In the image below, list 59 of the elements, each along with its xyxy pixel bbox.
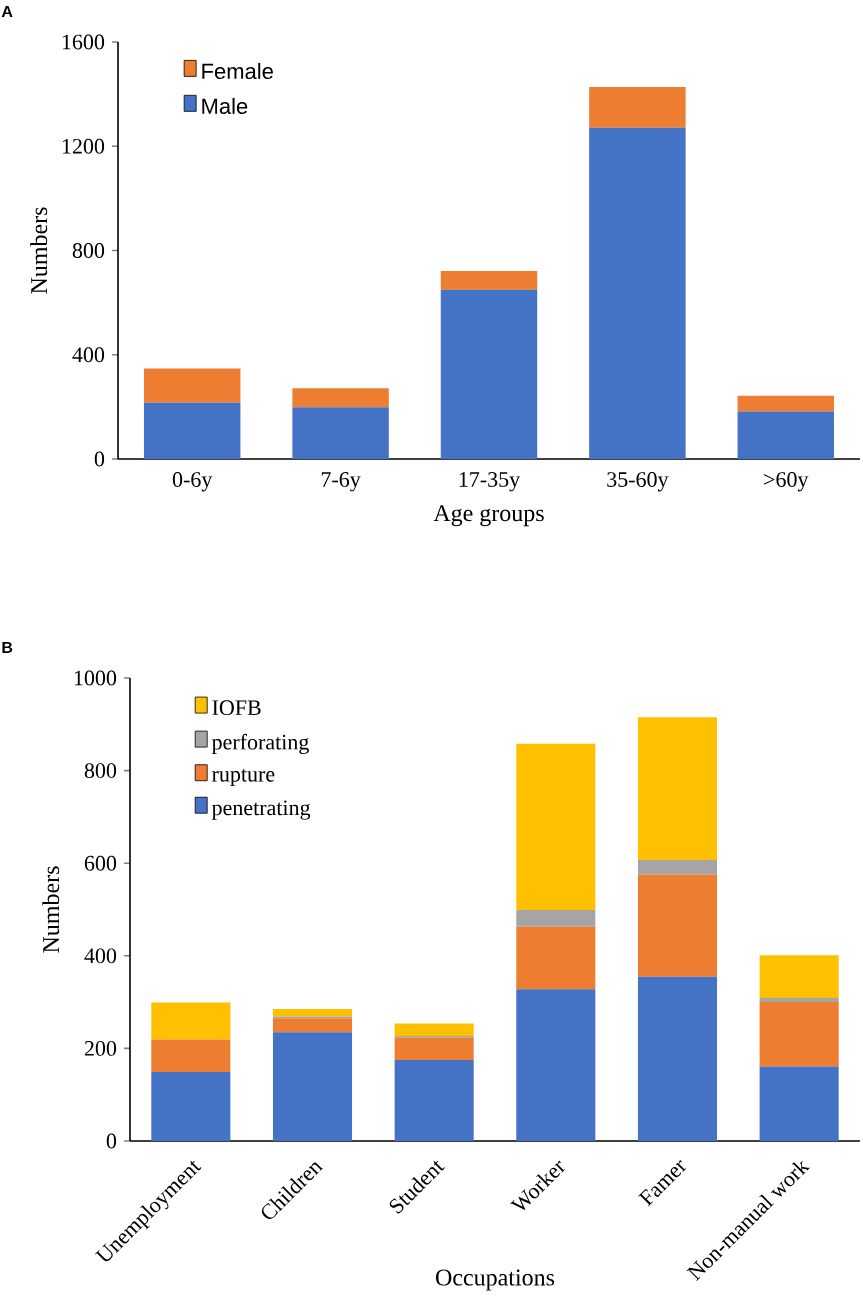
bar: [440, 271, 538, 290]
bar: [272, 1018, 353, 1033]
chart-title: A: [1, 5, 13, 17]
bar: [516, 926, 596, 990]
bar: [589, 87, 686, 128]
bar: [516, 989, 596, 1141]
bar: [637, 976, 718, 1141]
bar: [151, 1039, 231, 1073]
chart-title: B: [2, 641, 13, 653]
legend-label: rupture: [212, 769, 275, 787]
y-tick-label: 800: [72, 243, 105, 258]
bar: [759, 1066, 839, 1141]
y-tick-label: 200: [84, 1040, 117, 1056]
y-axis-title: Numbers: [30, 207, 48, 294]
bar: [759, 955, 839, 998]
x-axis-title: Age groups: [433, 505, 544, 527]
bar: [272, 1032, 353, 1141]
bar: [394, 1059, 474, 1141]
bar: [151, 1072, 231, 1141]
x-tick-label: 17-35y: [459, 472, 521, 492]
legend-label: Female: [202, 62, 273, 80]
y-tick-label: 0: [106, 1133, 117, 1149]
bar: [292, 407, 389, 459]
bar: [637, 717, 718, 860]
bar: [759, 997, 839, 1003]
legend-label: penetrating: [211, 800, 311, 820]
legend-label: IOFB: [212, 700, 261, 716]
bar: [440, 289, 538, 459]
y-tick-label: 800: [84, 763, 117, 779]
y-tick-label: 1000: [74, 670, 117, 686]
bar: [272, 1009, 353, 1017]
bar: [292, 388, 389, 408]
bar: [143, 368, 241, 403]
bar: [759, 1002, 839, 1067]
bar: [637, 859, 718, 875]
bar: [143, 402, 241, 459]
legend-label: Male: [202, 97, 248, 115]
y-axis-title: Numbers: [42, 866, 60, 953]
y-tick-label: 0: [94, 451, 105, 467]
x-axis-title: Occupations: [435, 1269, 555, 1291]
bar: [737, 411, 835, 459]
y-tick-label: 600: [84, 855, 117, 871]
bar: [394, 1023, 474, 1036]
bar: [589, 127, 686, 459]
x-tick-label: 35-60y: [607, 472, 669, 492]
y-tick-label: 1600: [62, 34, 105, 50]
bar: [516, 743, 596, 910]
bar: [394, 1037, 474, 1060]
x-tick-label: 0-6y: [172, 472, 213, 492]
legend-label: perforating: [211, 733, 309, 755]
bar: [516, 909, 596, 927]
y-tick-label: 1200: [62, 138, 105, 154]
y-tick-label: 400: [72, 347, 105, 363]
x-tick-label: 7-6y: [321, 472, 361, 492]
bar: [637, 874, 718, 977]
bar: [151, 1002, 231, 1040]
bar: [737, 395, 835, 412]
x-tick-label: >60y: [764, 472, 809, 492]
y-tick-label: 400: [84, 948, 117, 964]
